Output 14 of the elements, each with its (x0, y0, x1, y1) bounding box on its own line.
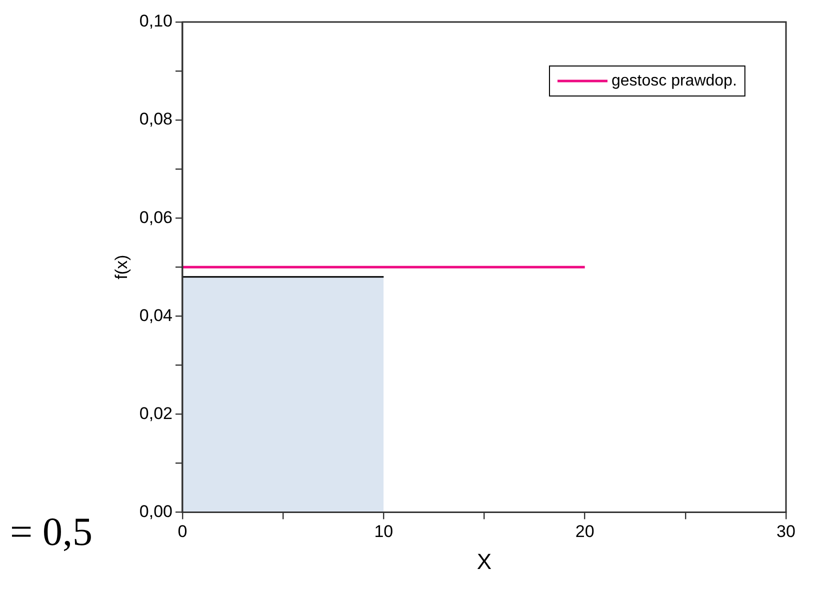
y-axis-title: f(x) (112, 254, 131, 280)
y-tick-label: 0,10 (139, 12, 172, 31)
x-tick-label: 20 (575, 522, 594, 542)
y-tick-label: 0,06 (139, 208, 172, 227)
x-tick-label: 30 (776, 522, 796, 542)
y-tick-label: 0,08 (139, 110, 172, 129)
legend-label: gestosc prawdop. (611, 72, 737, 90)
x-tick-label: 0 (178, 522, 188, 542)
text: = 0,5 (10, 508, 93, 555)
y-tick-label: 0,00 (139, 502, 172, 521)
y-tick-label: 0,04 (139, 306, 172, 325)
x-axis-title: X (476, 548, 492, 574)
x-tick-label: 10 (374, 522, 394, 542)
y-tick-label: 0,02 (139, 404, 172, 423)
